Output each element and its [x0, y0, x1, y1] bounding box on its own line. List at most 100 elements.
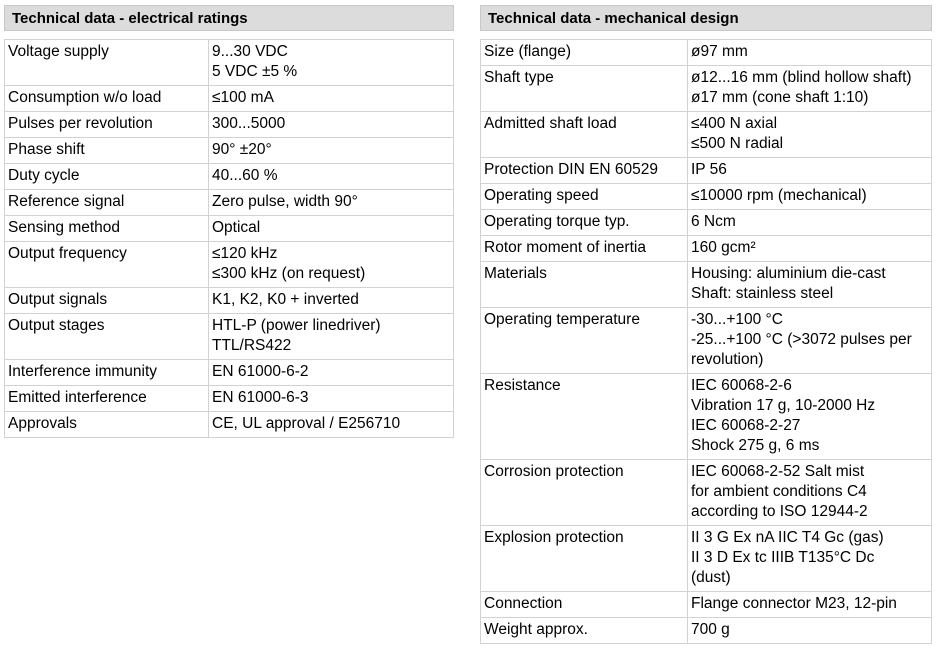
- spec-value: II 3 G Ex nA IIC T4 Gc (gas) II 3 D Ex tc…: [687, 525, 932, 592]
- spec-value-line: -30...+100 °C: [691, 311, 783, 328]
- table-row: Pulses per revolution 300...5000: [4, 111, 454, 138]
- table-row: Output signals K1, K2, K0 + inverted: [4, 287, 454, 314]
- spec-value-line: 6 Ncm: [691, 213, 736, 230]
- table-row: Protection DIN EN 60529 IP 56: [480, 157, 932, 184]
- spec-value: IEC 60068-2-6 Vibration 17 g, 10-2000 Hz I…: [687, 373, 932, 460]
- spec-value: 40...60 %: [208, 163, 454, 190]
- spec-value-line: CE, UL approval / E256710: [212, 415, 401, 432]
- spec-label: Sensing method: [4, 215, 209, 242]
- spec-value: Zero pulse, width 90°: [208, 189, 454, 216]
- spec-label: Output signals: [4, 287, 209, 314]
- table-row: Corrosion protection IEC 60068-2-52 Salt …: [480, 459, 932, 526]
- spec-label: Shaft type: [480, 65, 688, 112]
- spec-value-line: for ambient conditions C4: [691, 483, 867, 500]
- spec-value: 300...5000: [208, 111, 454, 138]
- spec-value-line: 160 gcm²: [691, 239, 756, 256]
- spec-value: ≤100 mA: [208, 85, 454, 112]
- spec-value-line: 40...60 %: [212, 167, 278, 184]
- spec-value-line: 300...5000: [212, 115, 286, 132]
- table-row: Output frequency ≤120 kHz ≤300 kHz (on req…: [4, 241, 454, 288]
- spec-value-line: ≤10000 rpm (mechanical): [691, 187, 867, 204]
- spec-label: Materials: [480, 261, 688, 308]
- table-row: Explosion protection II 3 G Ex nA IIC T4 …: [480, 525, 932, 592]
- spec-label: Output frequency: [4, 241, 209, 288]
- table-row: Connection Flange connector M23, 12-pin: [480, 591, 932, 618]
- electrical-ratings-title: Technical data - electrical ratings: [4, 5, 454, 31]
- spec-value-line: ø97 mm: [691, 43, 748, 60]
- spec-value-line: IP 56: [691, 161, 727, 178]
- spec-label: Resistance: [480, 373, 688, 460]
- table-row: Operating temperature -30...+100 °C -25...…: [480, 307, 932, 374]
- spec-label: Size (flange): [480, 39, 688, 66]
- spec-value: CE, UL approval / E256710: [208, 411, 454, 438]
- spec-value: Optical: [208, 215, 454, 242]
- spec-value-line: according to ISO 12944-2: [691, 503, 868, 520]
- spec-value-line: II 3 D Ex tc IIIB T135°C Dc: [691, 549, 875, 566]
- spec-value: 160 gcm²: [687, 235, 932, 262]
- spec-value: IP 56: [687, 157, 932, 184]
- spec-value: 90° ±20°: [208, 137, 454, 164]
- table-row: Rotor moment of inertia 160 gcm²: [480, 235, 932, 262]
- spec-value: ø12...16 mm (blind hollow shaft) ø17 mm (…: [687, 65, 932, 112]
- table-row: Operating speed ≤10000 rpm (mechanical): [480, 183, 932, 210]
- spec-value-line: K1, K2, K0 + inverted: [212, 291, 359, 308]
- spec-value-line: EN 61000-6-3: [212, 389, 309, 406]
- table-row: Reference signal Zero pulse, width 90°: [4, 189, 454, 216]
- spec-value: EN 61000-6-3: [208, 385, 454, 412]
- spec-value-line: 700 g: [691, 621, 730, 638]
- electrical-ratings-panel: Technical data - electrical ratings Volt…: [4, 5, 454, 438]
- spec-value-line: IEC 60068-2-6: [691, 377, 792, 394]
- spec-value-line: IEC 60068-2-27: [691, 417, 801, 434]
- spec-value: ≤400 N axial ≤500 N radial: [687, 111, 932, 158]
- spec-value: IEC 60068-2-52 Salt mist for ambient cond…: [687, 459, 932, 526]
- table-row: Materials Housing: aluminium die-cast Shaf…: [480, 261, 932, 308]
- table-row: Admitted shaft load ≤400 N axial ≤500 N ra…: [480, 111, 932, 158]
- spec-value-line: (dust): [691, 569, 731, 586]
- spec-value-line: HTL-P (power linedriver): [212, 317, 381, 334]
- spec-label: Output stages: [4, 313, 209, 360]
- spec-value: ≤10000 rpm (mechanical): [687, 183, 932, 210]
- spec-value-line: EN 61000-6-2: [212, 363, 309, 380]
- spec-label: Emitted interference: [4, 385, 209, 412]
- spec-value: HTL-P (power linedriver) TTL/RS422: [208, 313, 454, 360]
- table-row: Output stages HTL-P (power linedriver) TTL…: [4, 313, 454, 360]
- spec-value-line: Flange connector M23, 12-pin: [691, 595, 897, 612]
- table-row: Sensing method Optical: [4, 215, 454, 242]
- spec-label: Interference immunity: [4, 359, 209, 386]
- spec-value-line: Zero pulse, width 90°: [212, 193, 358, 210]
- spec-value-line: -25...+100 °C (>3072 pulses per: [691, 331, 912, 348]
- spec-value-line: ≤300 kHz (on request): [212, 265, 366, 282]
- table-row: Approvals CE, UL approval / E256710: [4, 411, 454, 438]
- table-row: Resistance IEC 60068-2-6 Vibration 17 g, 1…: [480, 373, 932, 460]
- table-row: Voltage supply 9...30 VDC 5 VDC ±5 %: [4, 39, 454, 86]
- spec-value: ø97 mm: [687, 39, 932, 66]
- spec-label: Admitted shaft load: [480, 111, 688, 158]
- spec-label: Protection DIN EN 60529: [480, 157, 688, 184]
- spec-value: K1, K2, K0 + inverted: [208, 287, 454, 314]
- spec-value-line: ≤120 kHz: [212, 245, 278, 262]
- mechanical-design-table: Size (flange) ø97 mm Shaft type ø12...16 mm…: [480, 39, 932, 644]
- spec-label: Operating temperature: [480, 307, 688, 374]
- electrical-ratings-table: Voltage supply 9...30 VDC 5 VDC ±5 % Consum…: [4, 39, 454, 438]
- spec-value: -30...+100 °C -25...+100 °C (>3072 pulses…: [687, 307, 932, 374]
- table-row: Emitted interference EN 61000-6-3: [4, 385, 454, 412]
- table-row: Shaft type ø12...16 mm (blind hollow shaf…: [480, 65, 932, 112]
- spec-value-line: II 3 G Ex nA IIC T4 Gc (gas): [691, 529, 884, 546]
- spec-value-line: Optical: [212, 219, 261, 236]
- spec-value: Flange connector M23, 12-pin: [687, 591, 932, 618]
- spec-label: Voltage supply: [4, 39, 209, 86]
- spec-value-line: 9...30 VDC: [212, 43, 288, 60]
- spec-value: Housing: aluminium die-cast Shaft: stainl…: [687, 261, 932, 308]
- table-row: Phase shift 90° ±20°: [4, 137, 454, 164]
- table-row: Operating torque typ. 6 Ncm: [480, 209, 932, 236]
- spec-value-line: ≤400 N axial: [691, 115, 778, 132]
- spec-label: Operating torque typ.: [480, 209, 688, 236]
- spec-value: 700 g: [687, 617, 932, 644]
- spec-value: 9...30 VDC 5 VDC ±5 %: [208, 39, 454, 86]
- spec-label: Corrosion protection: [480, 459, 688, 526]
- spec-value-line: ø12...16 mm (blind hollow shaft): [691, 69, 912, 86]
- spec-label: Explosion protection: [480, 525, 688, 592]
- table-row: Interference immunity EN 61000-6-2: [4, 359, 454, 386]
- spec-label: Operating speed: [480, 183, 688, 210]
- spec-label: Connection: [480, 591, 688, 618]
